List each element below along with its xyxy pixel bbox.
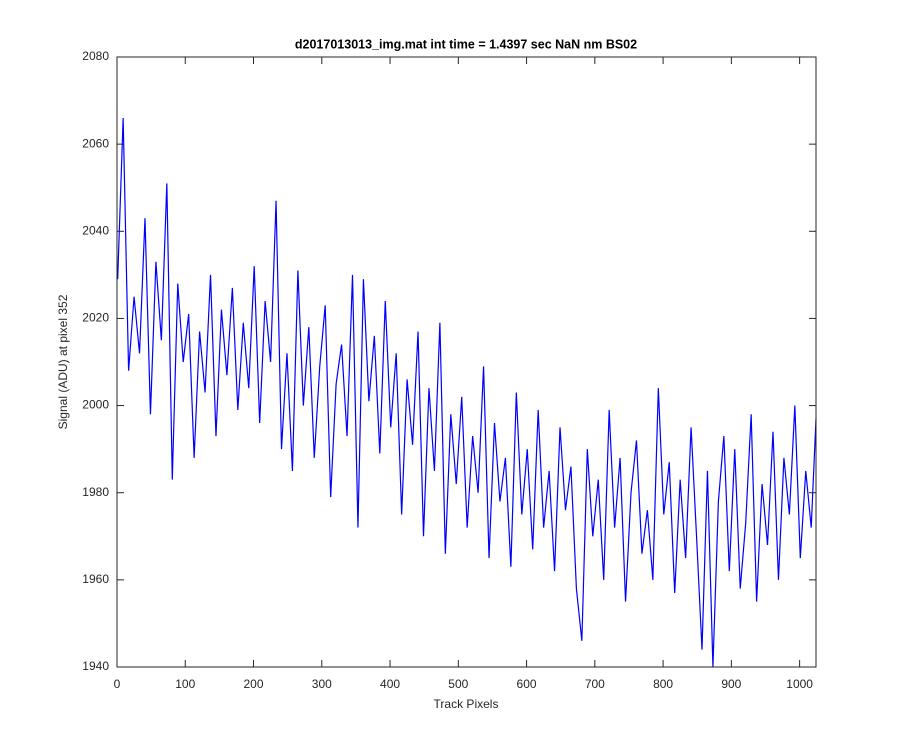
y-tick-label: 1980 — [82, 485, 109, 499]
y-tick-label: 1940 — [82, 659, 109, 673]
x-tick-label: 1000 — [786, 677, 813, 691]
x-tick-label: 0 — [114, 677, 121, 691]
y-tick-label: 2060 — [82, 136, 109, 150]
data-line — [117, 117, 817, 668]
x-tick-label: 700 — [585, 677, 605, 691]
x-tick-label: 800 — [653, 677, 673, 691]
x-tick-label: 500 — [448, 677, 468, 691]
x-axis-label: Track Pixels — [434, 697, 499, 711]
x-tick-label: 100 — [175, 677, 195, 691]
y-tick-label: 2080 — [82, 49, 109, 63]
chart-title: d2017013013_img.mat int time = 1.4397 se… — [295, 37, 637, 51]
y-tick-label: 1960 — [82, 572, 109, 586]
y-axis-label: Signal (ADU) at pixel 352 — [56, 294, 70, 429]
y-tick-label: 2040 — [82, 223, 109, 237]
x-tick-label: 200 — [244, 677, 264, 691]
y-tick-label: 2020 — [82, 311, 109, 325]
axes-box — [116, 56, 817, 668]
x-tick-label: 300 — [312, 677, 332, 691]
y-tick-label: 2000 — [82, 398, 109, 412]
x-tick-label: 600 — [517, 677, 537, 691]
x-tick-label: 900 — [721, 677, 741, 691]
x-tick-label: 400 — [380, 677, 400, 691]
